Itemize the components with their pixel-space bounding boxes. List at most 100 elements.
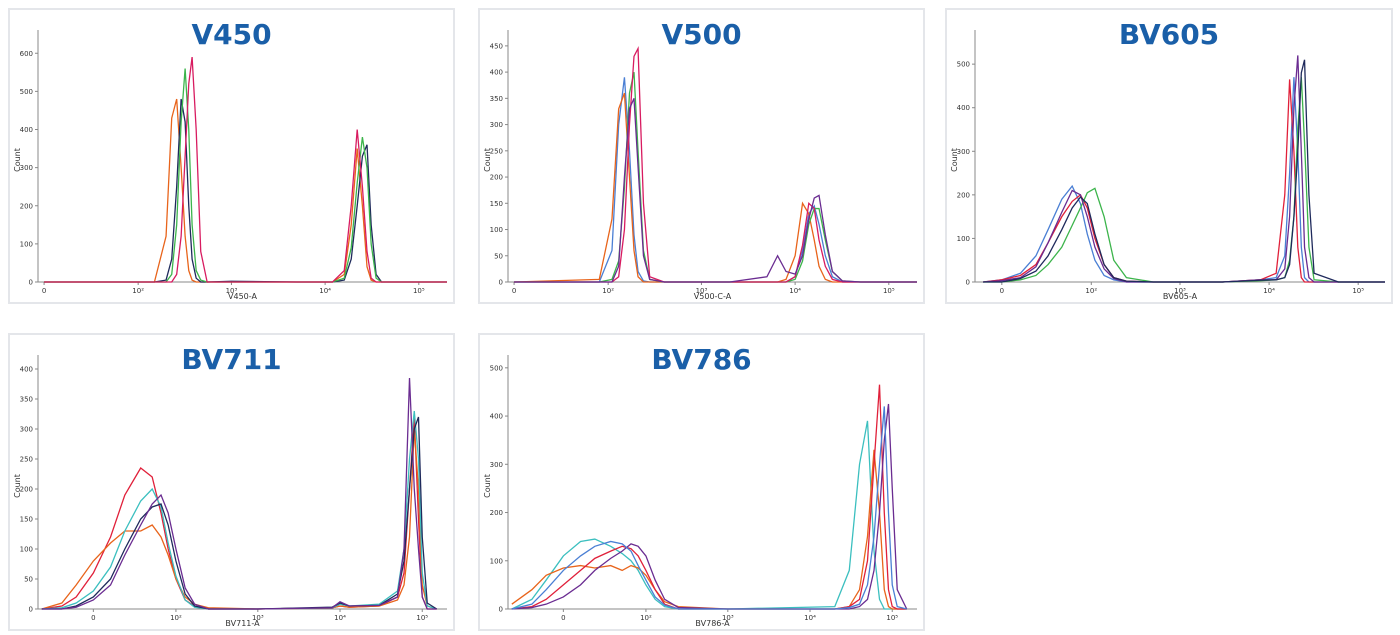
y-tick-label: 200 bbox=[957, 191, 970, 199]
y-tick-label: 0 bbox=[29, 606, 33, 614]
y-tick-label: 400 bbox=[490, 413, 503, 421]
y-tick-label: 300 bbox=[20, 164, 33, 172]
panel-title: BV786 bbox=[651, 343, 751, 376]
x-tick-label: 10² bbox=[170, 614, 182, 622]
histogram-curve bbox=[983, 55, 1385, 283]
y-tick-label: 300 bbox=[490, 461, 503, 469]
y-axis-label: Count bbox=[13, 148, 22, 172]
y-tick-label: 100 bbox=[490, 557, 503, 565]
histogram-curve bbox=[514, 92, 917, 283]
histogram-panel: 0 50 100 150 200 250 300 350 400 450 0 10² 10³ 10⁴ 10⁵… bbox=[478, 8, 925, 304]
x-tick-label: 10² bbox=[640, 614, 652, 622]
y-tick-label: 200 bbox=[20, 486, 33, 494]
x-tick-label: 0 bbox=[561, 614, 565, 622]
y-tick-label: 450 bbox=[490, 42, 503, 50]
x-tick-label: 0 bbox=[42, 287, 46, 295]
histogram-curve bbox=[511, 420, 907, 610]
x-tick-label: 0 bbox=[91, 614, 95, 622]
histogram-curve bbox=[514, 45, 917, 283]
x-tick-label: 10³ bbox=[1174, 287, 1186, 295]
y-tick-label: 300 bbox=[957, 148, 970, 156]
y-tick-label: 350 bbox=[20, 396, 33, 404]
x-tick-label: 10³ bbox=[722, 614, 734, 622]
x-tick-label: 10⁵ bbox=[1352, 287, 1364, 295]
x-axis-label: BV605-A bbox=[1163, 292, 1198, 301]
y-tick-label: 400 bbox=[490, 69, 503, 77]
y-tick-label: 0 bbox=[966, 279, 970, 287]
y-tick-label: 250 bbox=[20, 456, 33, 464]
x-tick-label: 0 bbox=[1000, 287, 1004, 295]
x-tick-label: 10³ bbox=[226, 287, 238, 295]
panel-title: V450 bbox=[191, 18, 271, 51]
x-tick-label: 10³ bbox=[252, 614, 264, 622]
x-tick-label: 10⁴ bbox=[334, 614, 346, 622]
x-axis-label: BV786-A bbox=[695, 619, 730, 628]
y-tick-label: 350 bbox=[490, 95, 503, 103]
panel-title: BV605 bbox=[1119, 18, 1219, 51]
y-axis-label: Count bbox=[483, 148, 492, 172]
x-tick-label: 10² bbox=[132, 287, 144, 295]
x-axis-label: V500-C-A bbox=[694, 292, 732, 301]
y-tick-label: 100 bbox=[20, 240, 33, 248]
histogram-panel: 0 100 200 300 400 500 600 0 10² 10³ 10⁴ 10⁵ V450-A Co… bbox=[8, 8, 455, 304]
histogram-curve bbox=[983, 59, 1385, 283]
x-tick-label: 10² bbox=[602, 287, 614, 295]
x-axis-label: V450-A bbox=[228, 292, 257, 301]
panel-title: BV711 bbox=[181, 343, 281, 376]
y-tick-label: 300 bbox=[490, 121, 503, 129]
x-tick-label: 10⁵ bbox=[416, 614, 428, 622]
y-tick-label: 250 bbox=[490, 147, 503, 155]
histogram-curve bbox=[44, 68, 447, 283]
y-tick-label: 200 bbox=[20, 202, 33, 210]
y-tick-label: 150 bbox=[20, 516, 33, 524]
x-tick-label: 10⁴ bbox=[804, 614, 816, 622]
x-axis-label: BV711-A bbox=[225, 619, 260, 628]
x-tick-label: 0 bbox=[512, 287, 516, 295]
y-tick-label: 0 bbox=[29, 279, 33, 287]
x-tick-label: 10⁵ bbox=[883, 287, 895, 295]
x-tick-label: 10⁴ bbox=[319, 287, 331, 295]
x-tick-label: 10⁴ bbox=[789, 287, 801, 295]
y-axis-label: Count bbox=[483, 474, 492, 498]
y-tick-label: 400 bbox=[957, 104, 970, 112]
histogram-curve bbox=[44, 56, 447, 283]
y-tick-label: 100 bbox=[490, 226, 503, 234]
histogram-panel: 0 50 100 150 200 250 300 350 400 0 10² 10³ 10⁴ 10⁵ BV7… bbox=[8, 333, 455, 631]
y-axis-label: Count bbox=[950, 148, 959, 172]
x-tick-label: 10⁴ bbox=[1263, 287, 1275, 295]
histogram-curve bbox=[514, 77, 917, 283]
y-tick-label: 500 bbox=[957, 61, 970, 69]
histogram-curve bbox=[41, 428, 437, 610]
histogram-curve bbox=[44, 98, 447, 283]
y-tick-label: 100 bbox=[20, 546, 33, 554]
y-tick-label: 200 bbox=[490, 509, 503, 517]
y-tick-label: 300 bbox=[20, 426, 33, 434]
histogram-curve bbox=[514, 71, 917, 283]
x-tick-label: 10⁵ bbox=[886, 614, 898, 622]
y-tick-label: 400 bbox=[20, 366, 33, 374]
histogram-curve bbox=[511, 406, 907, 610]
y-tick-label: 500 bbox=[20, 88, 33, 96]
y-tick-label: 100 bbox=[957, 235, 970, 243]
y-tick-label: 600 bbox=[20, 50, 33, 58]
histogram-curve bbox=[41, 410, 437, 610]
histogram-curve bbox=[514, 98, 917, 283]
y-tick-label: 0 bbox=[499, 279, 503, 287]
y-tick-label: 50 bbox=[494, 252, 503, 260]
panel-title: V500 bbox=[661, 18, 741, 51]
x-tick-label: 10³ bbox=[696, 287, 708, 295]
histogram-panel: 0 100 200 300 400 500 0 10² 10³ 10⁴ 10⁵ BV605-A Coun… bbox=[945, 8, 1393, 304]
x-tick-label: 10⁵ bbox=[413, 287, 425, 295]
histogram-curve bbox=[44, 98, 447, 283]
y-tick-label: 0 bbox=[499, 606, 503, 614]
y-tick-label: 50 bbox=[24, 576, 33, 584]
y-tick-label: 150 bbox=[490, 200, 503, 208]
y-tick-label: 500 bbox=[490, 364, 503, 372]
histogram-curve bbox=[41, 377, 437, 610]
y-tick-label: 200 bbox=[490, 174, 503, 182]
histogram-curve bbox=[511, 449, 907, 610]
histogram-curve bbox=[511, 403, 908, 610]
y-tick-label: 400 bbox=[20, 126, 33, 134]
